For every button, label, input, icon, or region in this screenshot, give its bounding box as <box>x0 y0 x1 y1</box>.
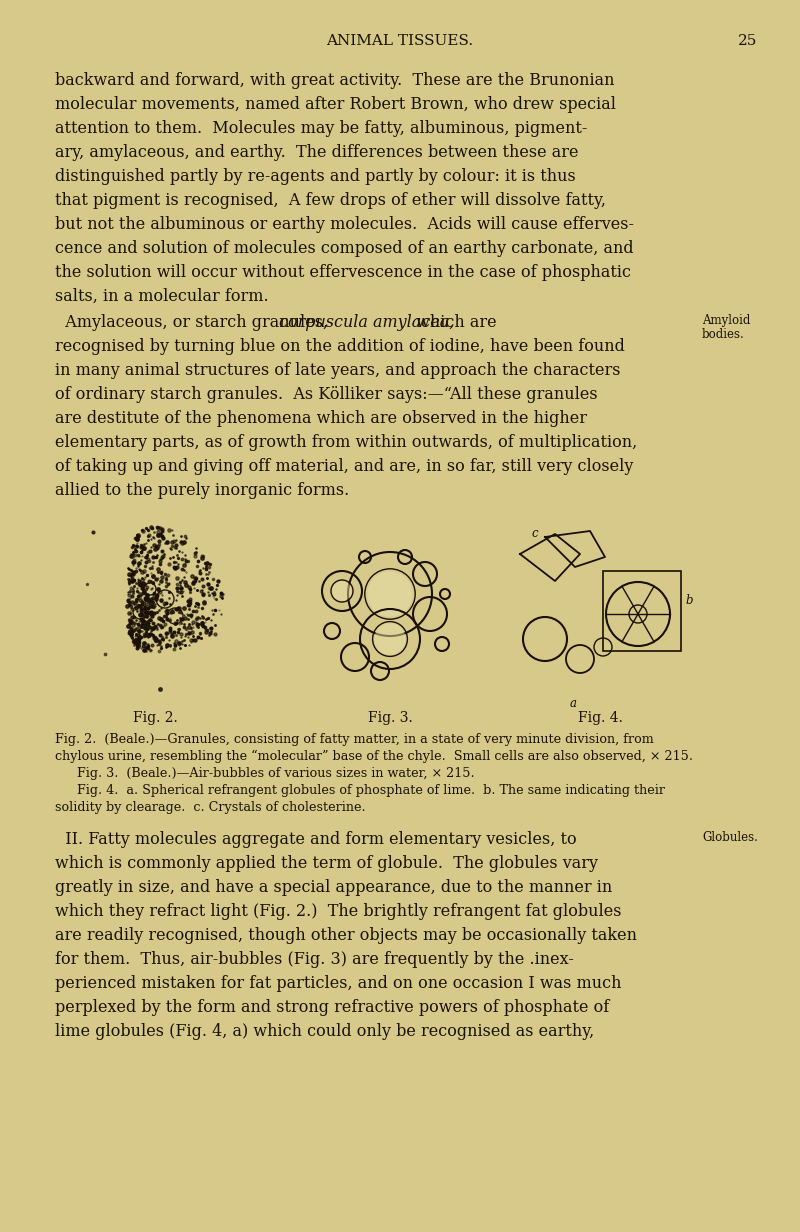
Text: salts, in a molecular form.: salts, in a molecular form. <box>55 288 269 306</box>
Text: b: b <box>685 594 693 607</box>
Text: Fig. 4.  a. Spherical refrangent globules of phosphate of lime.  b. The same ind: Fig. 4. a. Spherical refrangent globules… <box>77 784 665 797</box>
Text: Amyloid: Amyloid <box>702 314 750 326</box>
Bar <box>603 570 681 650</box>
Text: recognised by turning blue on the addition of iodine, have been found: recognised by turning blue on the additi… <box>55 338 625 355</box>
Text: a: a <box>570 697 577 710</box>
Text: Fig. 4.: Fig. 4. <box>578 711 622 724</box>
Text: Fig. 2.  (Beale.)—Granules, consisting of fatty matter, in a state of very minut: Fig. 2. (Beale.)—Granules, consisting of… <box>55 733 654 747</box>
Text: backward and forward, with great activity.  These are the Brunonian: backward and forward, with great activit… <box>55 71 614 89</box>
Text: Fig. 3.: Fig. 3. <box>368 711 412 724</box>
Text: II. Fatty molecules aggregate and form elementary vesicles, to: II. Fatty molecules aggregate and form e… <box>55 832 577 848</box>
Text: distinguished partly by re-agents and partly by colour: it is thus: distinguished partly by re-agents and pa… <box>55 168 576 185</box>
Text: allied to the purely inorganic forms.: allied to the purely inorganic forms. <box>55 482 350 499</box>
Text: molecular movements, named after Robert Brown, who drew special: molecular movements, named after Robert … <box>55 96 616 113</box>
Text: in many animal structures of late years, and approach the characters: in many animal structures of late years,… <box>55 362 621 379</box>
Text: which is commonly applied the term of globule.  The globules vary: which is commonly applied the term of gl… <box>55 855 598 872</box>
Text: which they refract light (Fig. 2.)  The brightly refrangent fat globules: which they refract light (Fig. 2.) The b… <box>55 903 622 920</box>
Text: greatly in size, and have a special appearance, due to the manner in: greatly in size, and have a special appe… <box>55 878 612 896</box>
Text: but not the albuminous or earthy molecules.  Acids will cause efferves-: but not the albuminous or earthy molecul… <box>55 216 634 233</box>
Text: 25: 25 <box>738 34 758 48</box>
Circle shape <box>374 623 406 654</box>
Circle shape <box>367 572 413 617</box>
Text: perienced mistaken for fat particles, and on one occasion I was much: perienced mistaken for fat particles, an… <box>55 975 622 992</box>
Text: the solution will occur without effervescence in the case of phosphatic: the solution will occur without efferves… <box>55 264 631 281</box>
Text: perplexed by the form and strong refractive powers of phosphate of: perplexed by the form and strong refract… <box>55 999 610 1016</box>
Text: which are: which are <box>411 314 497 331</box>
Text: ANIMAL TISSUES.: ANIMAL TISSUES. <box>326 34 474 48</box>
Text: that pigment is recognised,  A few drops of ether will dissolve fatty,: that pigment is recognised, A few drops … <box>55 192 606 209</box>
Text: corpuscula amylacea,: corpuscula amylacea, <box>279 314 454 331</box>
Text: bodies.: bodies. <box>702 328 745 341</box>
Text: of taking up and giving off material, and are, in so far, still very closely: of taking up and giving off material, an… <box>55 458 634 476</box>
Text: chylous urine, resembling the “molecular” base of the chyle.  Small cells are al: chylous urine, resembling the “molecular… <box>55 750 693 764</box>
Text: of ordinary starch granules.  As Kölliker says:—“All these granules: of ordinary starch granules. As Kölliker… <box>55 386 598 403</box>
Text: Fig. 2.: Fig. 2. <box>133 711 178 724</box>
Text: c: c <box>532 527 538 540</box>
Text: solidity by clearage.  c. Crystals of cholesterine.: solidity by clearage. c. Crystals of cho… <box>55 801 366 814</box>
Text: are readily recognised, though other objects may be occasionally taken: are readily recognised, though other obj… <box>55 926 637 944</box>
Text: are destitute of the phenomena which are observed in the higher: are destitute of the phenomena which are… <box>55 410 587 428</box>
Circle shape <box>332 582 352 601</box>
Text: for them.  Thus, air-bubbles (Fig. 3) are frequently by the .inex-: for them. Thus, air-bubbles (Fig. 3) are… <box>55 951 574 968</box>
Text: elementary parts, as of growth from within outwards, of multiplication,: elementary parts, as of growth from with… <box>55 434 638 451</box>
Text: Globules.: Globules. <box>702 832 758 844</box>
Text: lime globules (Fig. 4, a) which could only be recognised as earthy,: lime globules (Fig. 4, a) which could on… <box>55 1023 594 1040</box>
Text: attention to them.  Molecules may be fatty, albuminous, pigment-: attention to them. Molecules may be fatt… <box>55 120 587 137</box>
Text: cence and solution of molecules composed of an earthy carbonate, and: cence and solution of molecules composed… <box>55 240 634 257</box>
Text: Fig. 3.  (Beale.)—Air-bubbles of various sizes in water, × 215.: Fig. 3. (Beale.)—Air-bubbles of various … <box>77 768 474 780</box>
Text: ary, amylaceous, and earthy.  The differences between these are: ary, amylaceous, and earthy. The differe… <box>55 144 578 161</box>
Text: Amylaceous, or starch granules,: Amylaceous, or starch granules, <box>55 314 334 331</box>
